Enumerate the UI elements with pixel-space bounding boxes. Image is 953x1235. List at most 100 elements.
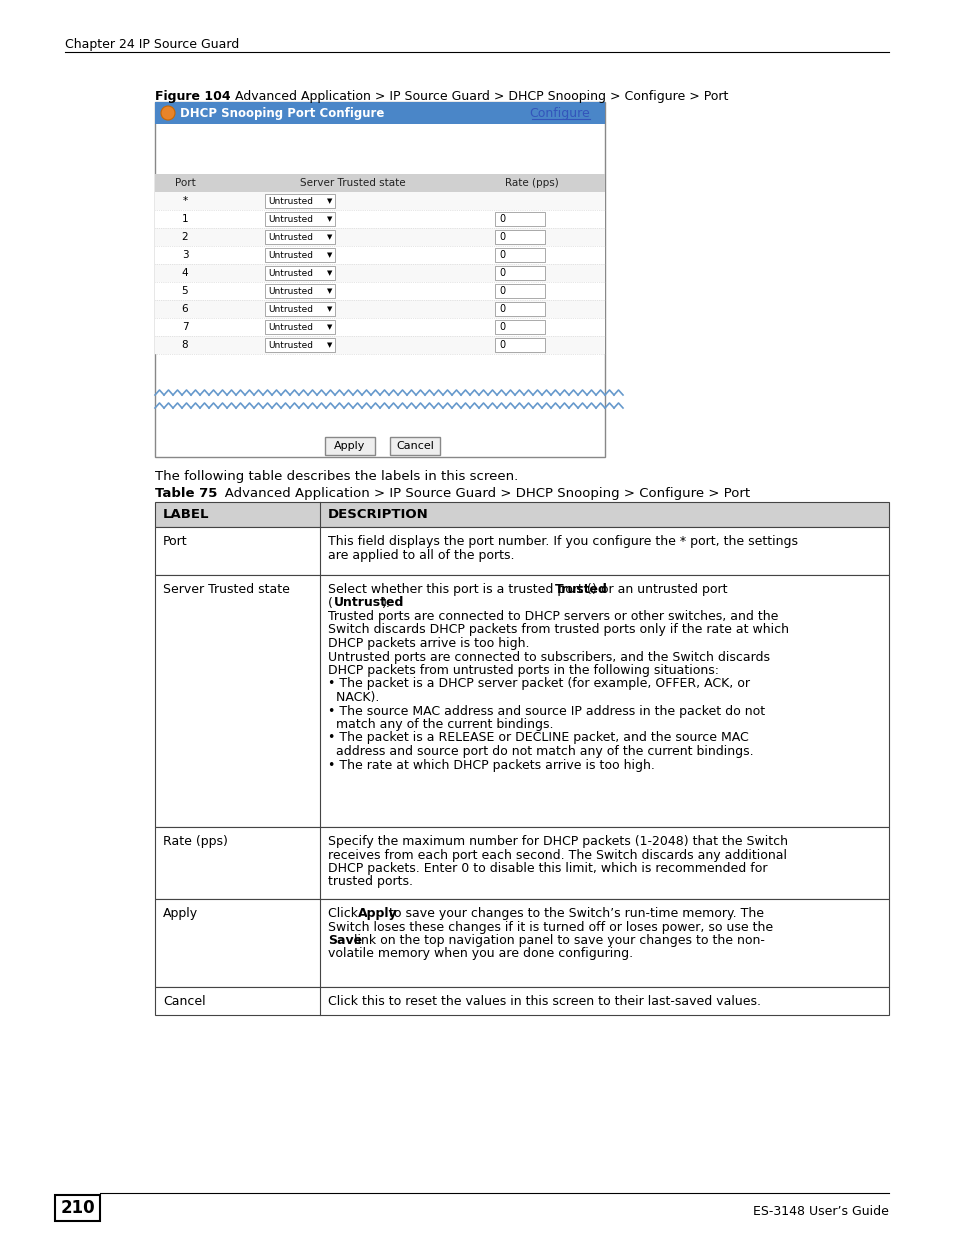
Text: Untrusted: Untrusted (268, 232, 313, 242)
Text: Cancel: Cancel (395, 441, 434, 451)
Text: are applied to all of the ports.: are applied to all of the ports. (328, 548, 514, 562)
Text: ▼: ▼ (327, 216, 332, 222)
Text: 0: 0 (498, 340, 504, 350)
Text: Untrusted: Untrusted (268, 215, 313, 224)
Bar (495, 230, 544, 245)
Text: match any of the current bindings.: match any of the current bindings. (328, 718, 553, 731)
Text: Rate (pps): Rate (pps) (504, 178, 558, 188)
Bar (495, 303, 544, 316)
Bar (154, 336, 604, 354)
Bar (265, 284, 335, 298)
Bar (265, 303, 335, 316)
Text: Untrusted: Untrusted (268, 287, 313, 295)
Text: Advanced Application > IP Source Guard > DHCP Snooping > Configure > Port: Advanced Application > IP Source Guard >… (223, 90, 727, 103)
Text: 7: 7 (181, 322, 188, 332)
Text: Click: Click (328, 906, 361, 920)
Text: ▼: ▼ (327, 270, 332, 275)
Text: ▼: ▼ (327, 342, 332, 348)
Text: Trusted ports are connected to DHCP servers or other switches, and the: Trusted ports are connected to DHCP serv… (328, 610, 778, 622)
Text: 8: 8 (181, 340, 188, 350)
Text: This field displays the port number. If you configure the * port, the settings: This field displays the port number. If … (328, 535, 797, 548)
Text: 1: 1 (181, 214, 188, 224)
Text: address and source port do not match any of the current bindings.: address and source port do not match any… (328, 745, 753, 758)
Text: Untrusted ports are connected to subscribers, and the Switch discards: Untrusted ports are connected to subscri… (328, 651, 769, 663)
Text: Configure: Configure (529, 106, 589, 120)
Text: Figure 104: Figure 104 (154, 90, 231, 103)
Bar (55, 1195, 100, 1221)
Bar (154, 228, 604, 246)
Text: ) or an untrusted port: ) or an untrusted port (591, 583, 726, 597)
Text: Select whether this port is a trusted port (: Select whether this port is a trusted po… (328, 583, 591, 597)
Text: Specify the maximum number for DHCP packets (1-2048) that the Switch: Specify the maximum number for DHCP pack… (328, 835, 787, 848)
Bar (265, 212, 335, 226)
Text: 210: 210 (60, 1199, 94, 1216)
Bar (265, 266, 335, 280)
Bar (154, 300, 604, 317)
Text: DHCP packets. Enter 0 to disable this limit, which is recommended for: DHCP packets. Enter 0 to disable this li… (328, 862, 767, 876)
Bar (154, 264, 604, 282)
Bar (154, 827, 888, 899)
Circle shape (161, 106, 174, 120)
Text: link on the top navigation panel to save your changes to the non-: link on the top navigation panel to save… (350, 934, 764, 947)
Text: Untrusted: Untrusted (268, 196, 313, 205)
Text: The following table describes the labels in this screen.: The following table describes the labels… (154, 471, 517, 483)
Text: DHCP Snooping Port Configure: DHCP Snooping Port Configure (180, 106, 384, 120)
Text: Untrusted: Untrusted (268, 251, 313, 259)
Text: • The rate at which DHCP packets arrive is too high.: • The rate at which DHCP packets arrive … (328, 758, 654, 772)
Bar (154, 282, 604, 300)
Text: Untrusted: Untrusted (268, 305, 313, 314)
Text: 0: 0 (498, 268, 504, 278)
Bar (154, 501, 888, 527)
Text: 3: 3 (181, 249, 188, 261)
Bar (265, 338, 335, 352)
Bar (265, 230, 335, 245)
Bar (154, 191, 604, 210)
Bar (154, 899, 888, 987)
Text: Switch loses these changes if it is turned off or loses power, so use the: Switch loses these changes if it is turn… (328, 920, 772, 934)
Bar (154, 527, 888, 576)
Text: LABEL: LABEL (163, 508, 210, 521)
Text: ▼: ▼ (327, 288, 332, 294)
Text: ▼: ▼ (327, 324, 332, 330)
Text: 5: 5 (181, 287, 188, 296)
Text: ▼: ▼ (327, 252, 332, 258)
Text: Apply: Apply (334, 441, 365, 451)
Text: DHCP packets from untrusted ports in the following situations:: DHCP packets from untrusted ports in the… (328, 664, 719, 677)
Text: to save your changes to the Switch’s run-time memory. The: to save your changes to the Switch’s run… (385, 906, 763, 920)
Bar (265, 194, 335, 207)
Text: 0: 0 (498, 322, 504, 332)
Text: ES-3148 User’s Guide: ES-3148 User’s Guide (752, 1205, 888, 1218)
Text: Rate (pps): Rate (pps) (163, 835, 228, 848)
Bar (390, 437, 439, 454)
Text: Untrusted: Untrusted (268, 322, 313, 331)
Bar (154, 317, 604, 336)
Text: Trusted: Trusted (554, 583, 607, 597)
Text: ).: ). (381, 597, 390, 610)
Bar (154, 246, 604, 264)
Text: Save: Save (328, 934, 362, 947)
Bar (495, 212, 544, 226)
Text: Switch discards DHCP packets from trusted ports only if the rate at which: Switch discards DHCP packets from truste… (328, 624, 788, 636)
Bar (495, 320, 544, 333)
Text: NACK).: NACK). (328, 692, 379, 704)
Text: 0: 0 (498, 214, 504, 224)
Bar (154, 210, 604, 228)
Text: Apply: Apply (357, 906, 397, 920)
Text: DHCP packets arrive is too high.: DHCP packets arrive is too high. (328, 637, 529, 650)
Text: ▼: ▼ (327, 233, 332, 240)
Bar (265, 248, 335, 262)
Text: receives from each port each second. The Switch discards any additional: receives from each port each second. The… (328, 848, 786, 862)
Text: • The packet is a RELEASE or DECLINE packet, and the source MAC: • The packet is a RELEASE or DECLINE pac… (328, 731, 748, 745)
Text: volatile memory when you are done configuring.: volatile memory when you are done config… (328, 947, 633, 961)
Text: 2: 2 (181, 232, 188, 242)
Text: 0: 0 (498, 287, 504, 296)
Text: Advanced Application > IP Source Guard > DHCP Snooping > Configure > Port: Advanced Application > IP Source Guard >… (212, 487, 749, 500)
Text: Port: Port (174, 178, 195, 188)
Text: Untrusted: Untrusted (334, 597, 404, 610)
Text: Untrusted: Untrusted (268, 341, 313, 350)
Bar (154, 103, 604, 124)
Text: Server Trusted state: Server Trusted state (163, 583, 290, 597)
Text: 0: 0 (498, 249, 504, 261)
Text: 0: 0 (498, 232, 504, 242)
Bar (495, 284, 544, 298)
